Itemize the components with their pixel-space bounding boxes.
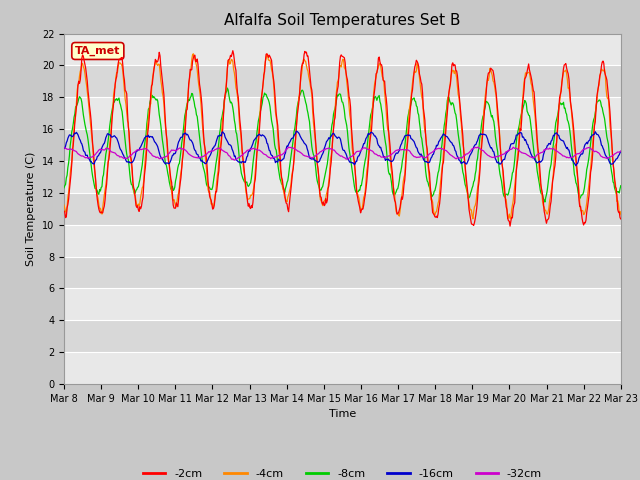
Bar bbox=[64, 320, 621, 352]
Bar bbox=[64, 65, 621, 97]
Bar bbox=[64, 257, 621, 288]
Legend: -2cm, -4cm, -8cm, -16cm, -32cm: -2cm, -4cm, -8cm, -16cm, -32cm bbox=[138, 465, 547, 480]
Bar bbox=[64, 97, 621, 129]
Text: TA_met: TA_met bbox=[75, 46, 120, 56]
Bar bbox=[64, 225, 621, 257]
Bar bbox=[64, 129, 621, 161]
Bar bbox=[64, 161, 621, 193]
Bar bbox=[64, 288, 621, 320]
Bar bbox=[64, 193, 621, 225]
Bar bbox=[64, 352, 621, 384]
Y-axis label: Soil Temperature (C): Soil Temperature (C) bbox=[26, 152, 36, 266]
X-axis label: Time: Time bbox=[329, 409, 356, 419]
Title: Alfalfa Soil Temperatures Set B: Alfalfa Soil Temperatures Set B bbox=[224, 13, 461, 28]
Bar bbox=[64, 34, 621, 65]
